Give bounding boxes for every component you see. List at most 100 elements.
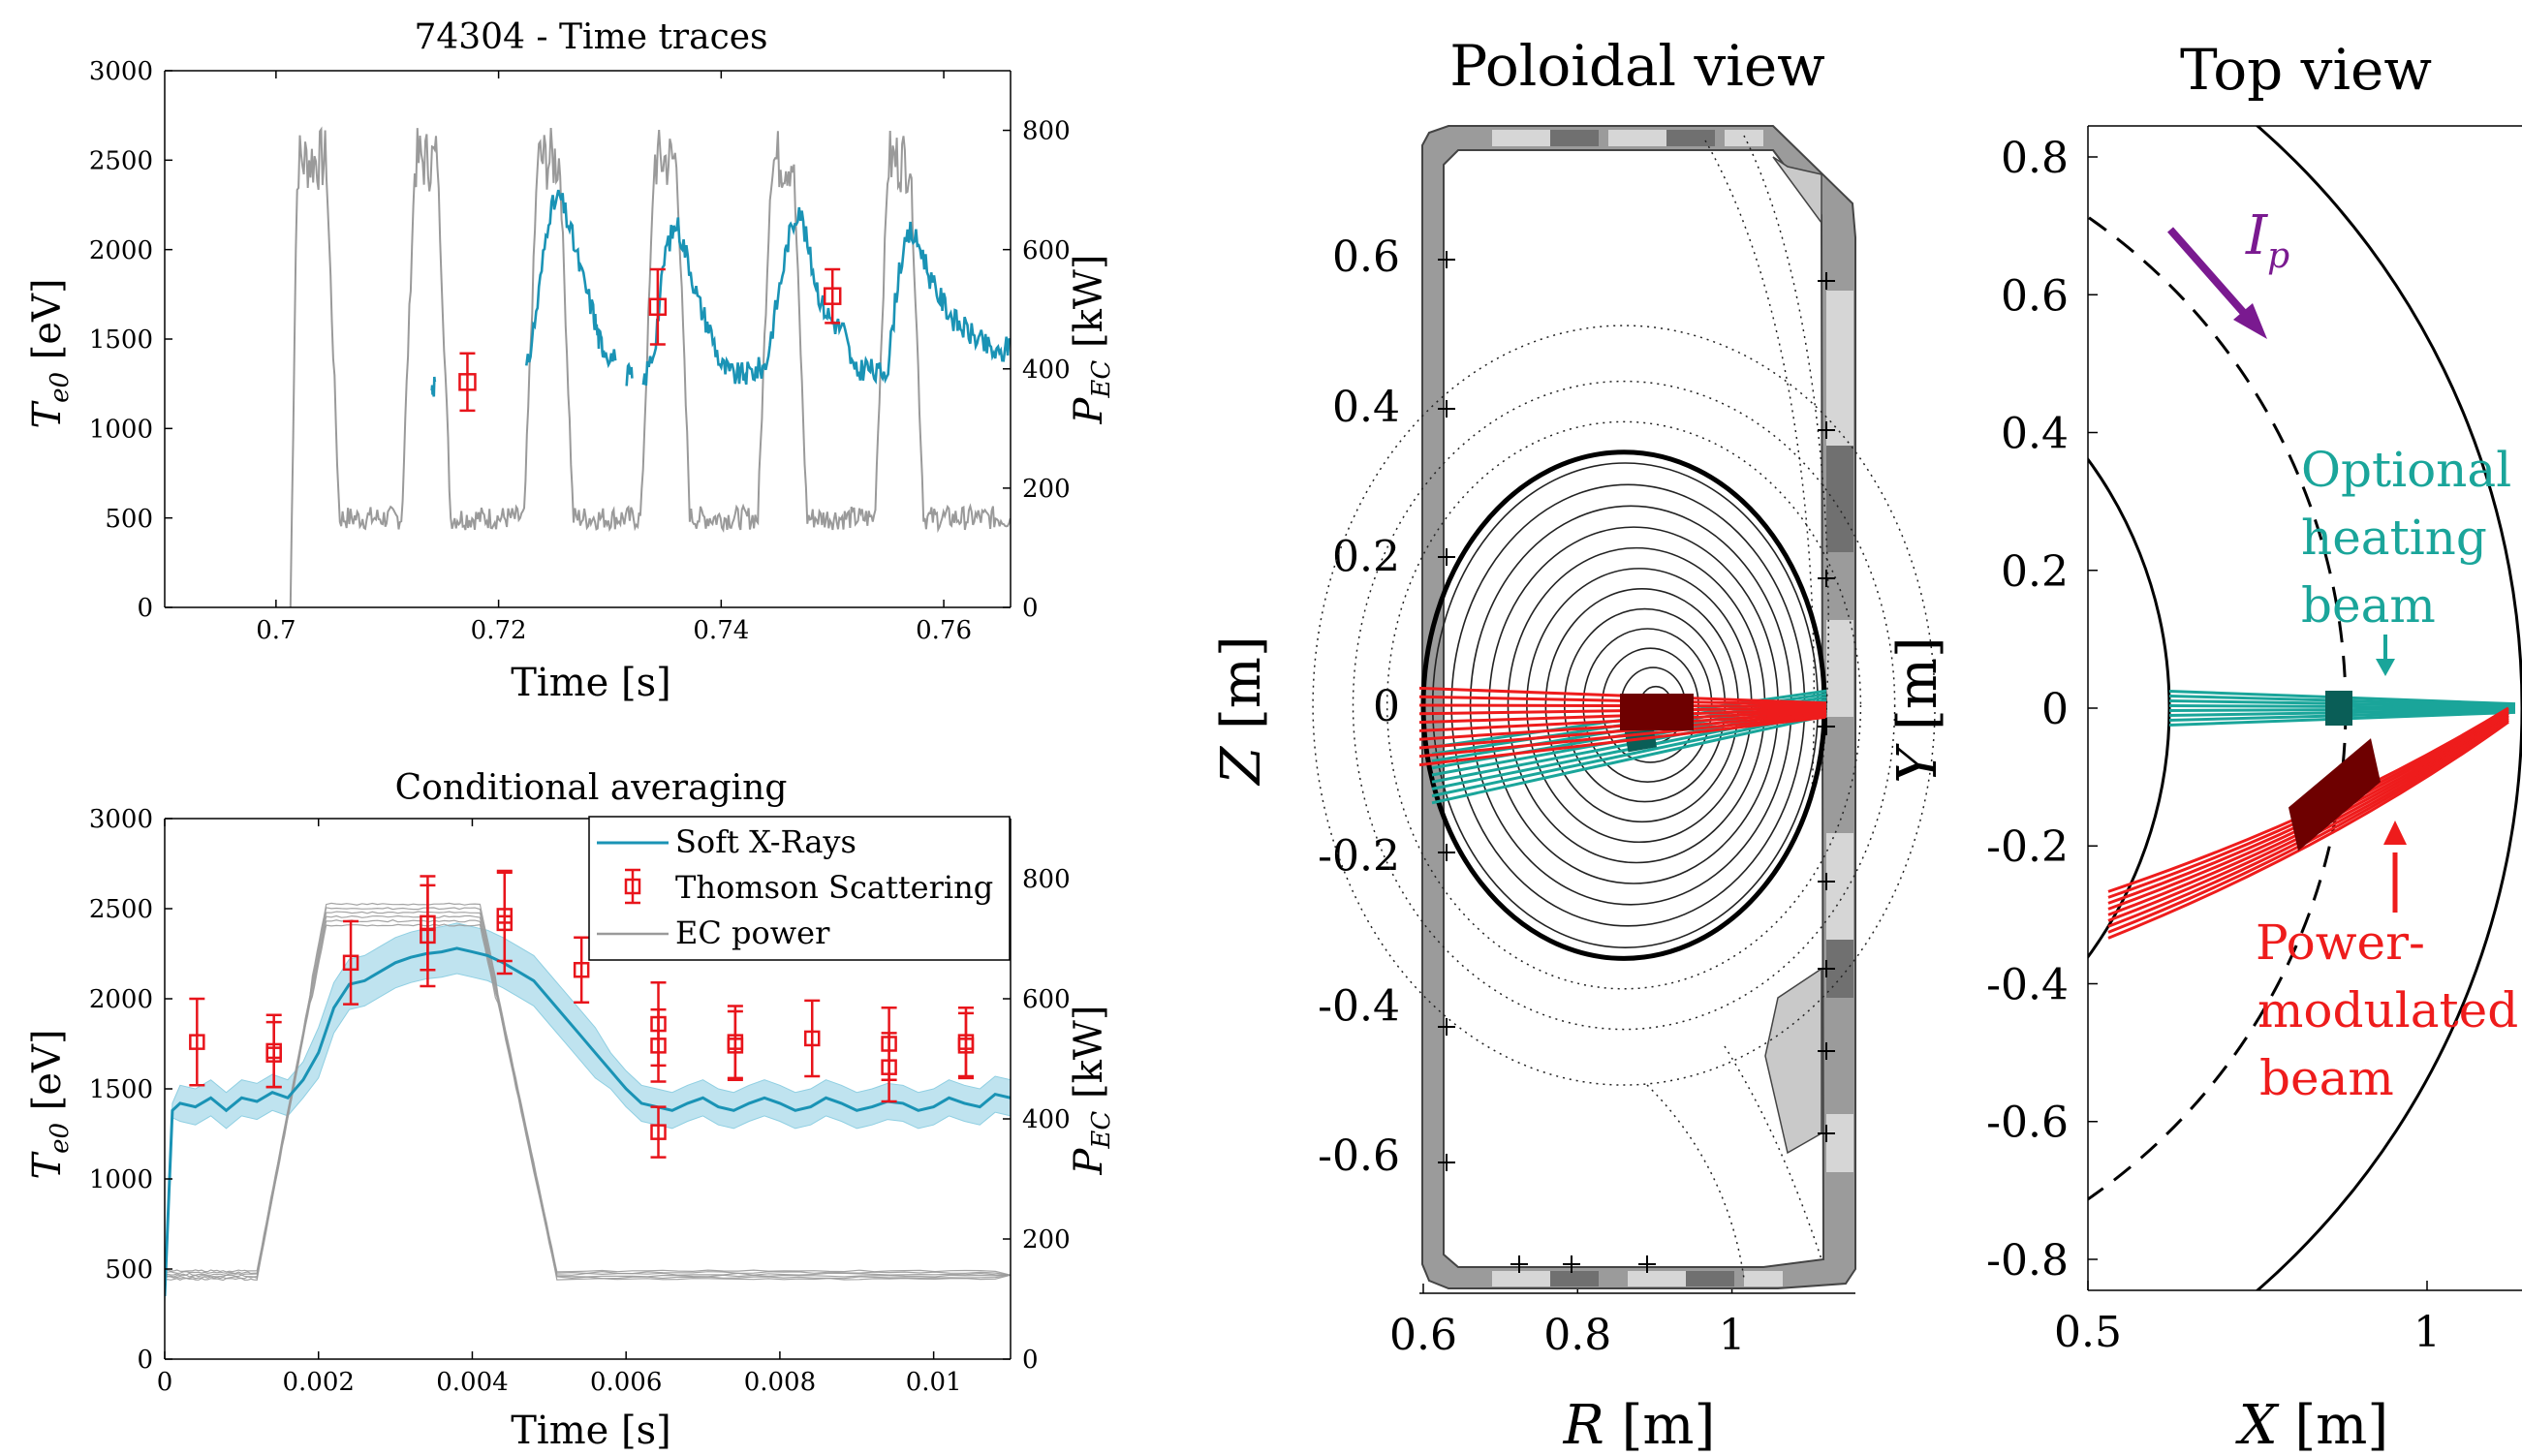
- divertor-leg-1: [1704, 139, 1816, 795]
- poloidal-view-panel: Poloidal view R [m] Z [m] 0.6 0.8 1 -0.6 -0.…: [1210, 33, 1936, 1456]
- power-modulated-ray-7: [1418, 712, 1827, 750]
- pB-xtick-label: 0: [157, 1368, 173, 1397]
- pC-xtick-label: 0.8: [1543, 1311, 1611, 1360]
- diagnostic-marker-14: [1510, 1255, 1528, 1273]
- ec-power-line-1: [165, 919, 1011, 1280]
- pC-xtick-label: 0.6: [1389, 1311, 1457, 1360]
- ts-avg-point-2: [265, 1020, 282, 1089]
- pC-ytick-label: 0.4: [1332, 383, 1400, 432]
- pC-ytick-label: 0.6: [1332, 232, 1400, 282]
- ts-avg-point-18-square: [957, 1038, 975, 1054]
- pB-ytick-label: 2500: [89, 895, 153, 924]
- pC-ytick-label: 0: [1373, 682, 1400, 731]
- pB-ytick-label: 1000: [89, 1165, 153, 1194]
- pA-ytick-label: 1000: [89, 415, 153, 444]
- inner-wall-circle: [2088, 457, 2171, 959]
- modulated-beam-label-1: Power-: [2256, 914, 2425, 971]
- ts-avg-point-18: [957, 1011, 975, 1080]
- conditional-averaging-title: Conditional averaging: [395, 768, 788, 808]
- pA-y2tick-label: 800: [1022, 117, 1071, 146]
- ts-avg-point-16-square: [881, 1059, 897, 1075]
- wall-tile-0: [1492, 130, 1550, 146]
- diagnostic-marker-6: [1818, 272, 1835, 290]
- power-modulated-ray-8: [1418, 714, 1827, 759]
- pA-ytick-label: 2000: [89, 236, 153, 265]
- ts-point-1: [648, 267, 668, 346]
- pA-y2tick-label: 400: [1022, 356, 1071, 385]
- ts-avg-point-8-square: [573, 961, 590, 978]
- ts-avg-point-13-square: [727, 1038, 744, 1054]
- legend: Soft X-Rays Thomson Scattering EC power: [588, 816, 1011, 961]
- ts-avg-point-14: [803, 999, 821, 1078]
- legend-label-ts: Thomson Scattering: [675, 869, 993, 906]
- diagnostic-marker-7: [1818, 421, 1835, 439]
- ts-avg-point-7: [496, 869, 514, 963]
- open-flux-surface-2: [1312, 325, 1936, 1086]
- pB-xtick-label: 0.006: [590, 1368, 662, 1397]
- pB-plot-area: [165, 869, 1011, 1304]
- power-modulated-deposition: [1620, 694, 1694, 730]
- top-optional-deposition: [2325, 691, 2352, 726]
- sxr-trace-segment-3: [641, 206, 823, 387]
- legend-swatch-ts: [624, 868, 641, 905]
- wall-tile-dark-4: [1550, 130, 1599, 146]
- open-flux-surface-0: [1386, 420, 1862, 990]
- pB-y2tick-label: 200: [1022, 1225, 1071, 1255]
- pB-y2tick-label: 800: [1022, 865, 1071, 894]
- pB-xtick-label: 0.004: [436, 1368, 508, 1397]
- modulated-beam-label-2: modulated: [2257, 982, 2518, 1038]
- ts-avg-point-5: [420, 875, 436, 972]
- pB-ytick-label: 3000: [89, 805, 153, 834]
- pB-xtick-label: 0.01: [906, 1368, 962, 1397]
- conditional-averaging-y2label: PEC [kW]: [1067, 1005, 1116, 1175]
- modulated-beam-arrowhead: [2383, 821, 2407, 845]
- sxr-trace-segment-4: [820, 221, 1011, 385]
- diagnostic-marker-13: [1818, 1125, 1835, 1142]
- ts-point-0: [458, 352, 477, 413]
- wall-tile-4: [1628, 1271, 1686, 1286]
- wall-tile-5: [1744, 1271, 1783, 1286]
- wall-tile-dark-0: [1826, 446, 1853, 552]
- pD-ytick-label: -0.8: [1986, 1236, 2069, 1286]
- wall-tile-dark-3: [1686, 1271, 1734, 1286]
- divertor-leg-3: [1724, 1045, 1822, 1260]
- pD-xtick-label: 1: [2413, 1308, 2441, 1357]
- diagnostic-marker-3: [1438, 844, 1455, 861]
- wall-tile-side-1: [1826, 620, 1853, 717]
- pB-y2tick-label: 600: [1022, 985, 1071, 1014]
- ts-point-0-square: [458, 373, 477, 391]
- pB-xtick-label: 0.002: [283, 1368, 355, 1397]
- pB-xtick-label: 0.008: [744, 1368, 816, 1397]
- legend-label-ec: EC power: [675, 914, 830, 951]
- top-view-xlabel: X [m]: [2235, 1394, 2388, 1456]
- current-label-main: I: [2245, 204, 2269, 267]
- ts-point-2: [823, 267, 842, 325]
- time-traces-title: 74304 - Time traces: [414, 17, 767, 57]
- ts-avg-point-5-square: [420, 914, 436, 932]
- pA-ytick-label: 0: [137, 594, 153, 623]
- ts-avg-point-3: [342, 919, 359, 1006]
- pC-ytick-label: -0.6: [1318, 1131, 1400, 1181]
- ts-avg-point-7-square: [496, 908, 514, 924]
- wall-tile-side-0: [1826, 291, 1853, 446]
- pA-plot-area: [289, 126, 1011, 607]
- pA-y2tick-label: 600: [1022, 236, 1071, 265]
- ts-avg-point-0-square: [189, 1034, 205, 1050]
- modulated-beam-label-3: beam: [2259, 1050, 2394, 1106]
- pA-ytick-label: 2500: [89, 146, 153, 175]
- current-label: Ip: [2245, 204, 2289, 276]
- time-traces-y2label: PEC [kW]: [1067, 254, 1116, 424]
- top-view-ylabel: Y [m]: [1886, 636, 1949, 784]
- upper-baffle: [1772, 156, 1822, 226]
- wall-tile-side-3: [1826, 1114, 1853, 1172]
- ts-avg-point-8: [573, 936, 590, 1004]
- diagnostic-marker-4: [1438, 1018, 1455, 1036]
- ts-avg-point-2-square: [265, 1046, 282, 1063]
- pA-ytick-label: 3000: [89, 57, 153, 86]
- diagnostic-marker-16: [1638, 1255, 1656, 1273]
- poloidal-view-xlabel: R [m]: [1563, 1394, 1716, 1456]
- legend-label-sxr: Soft X-Rays: [675, 823, 856, 860]
- current-label-sub: p: [2267, 236, 2289, 276]
- optional-beam-annotation: Optional heating beam: [2301, 442, 2511, 676]
